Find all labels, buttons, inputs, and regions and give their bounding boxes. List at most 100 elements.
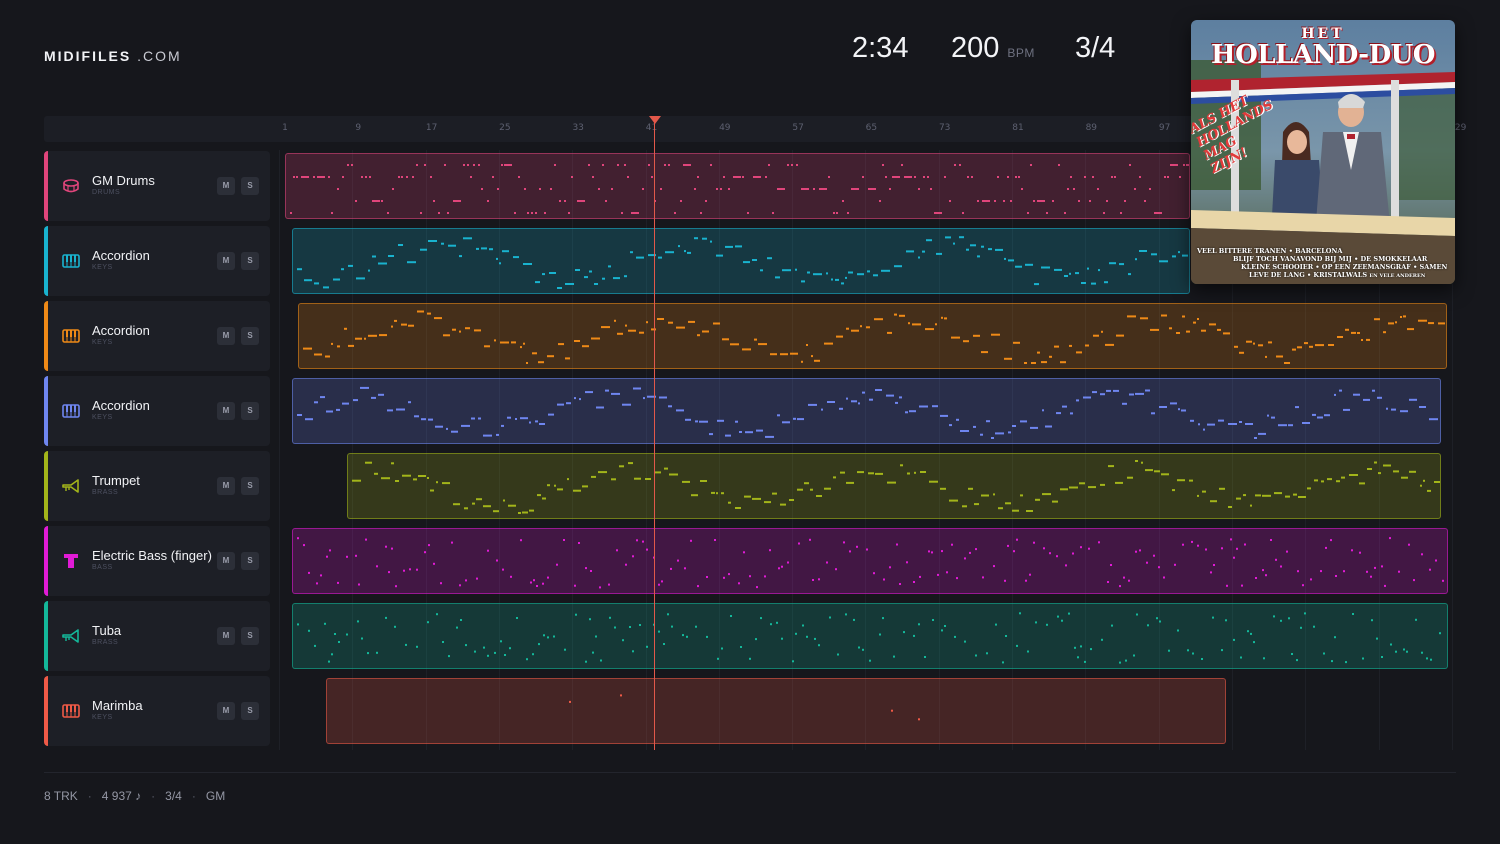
playhead-marker[interactable]: [649, 116, 661, 124]
grid-line: [279, 150, 280, 750]
solo-button[interactable]: S: [241, 477, 259, 495]
note-pattern: [303, 310, 1445, 364]
note-pattern: [297, 537, 1444, 589]
track-clip[interactable]: [292, 228, 1190, 294]
ruler-tick-label: 49: [719, 123, 731, 133]
track-name: Accordion: [92, 398, 150, 413]
note-pattern: [352, 460, 1440, 514]
track-clip[interactable]: [292, 603, 1448, 669]
track-clip[interactable]: [285, 153, 1190, 219]
grid-line: [1378, 150, 1380, 750]
keyboard-icon: [62, 702, 80, 720]
drum-icon: [62, 177, 80, 195]
ruler-tick-label: 89: [1085, 123, 1098, 133]
track-category: KEYS: [92, 714, 113, 721]
solo-button[interactable]: S: [241, 552, 259, 570]
track-header[interactable]: GM Drums DRUMS M S: [44, 151, 270, 221]
mute-button[interactable]: M: [217, 627, 235, 645]
album-cover: HET HOLLAND-DUO ALS HET HOLLANDS MAG ZIJ…: [1191, 20, 1455, 284]
track-header[interactable]: Electric Bass (finger) BASS M S: [44, 526, 270, 596]
track-header[interactable]: Trumpet BRASS M S: [44, 451, 270, 521]
track-color-stripe: [44, 226, 48, 296]
playhead[interactable]: [654, 116, 655, 750]
ruler-tick-label: 97: [1158, 123, 1171, 133]
album-song-list: VEEL BITTERE TRANEN • BARCELONA BLIJF TO…: [1197, 247, 1449, 280]
ruler-tick-label: 129: [1449, 123, 1467, 133]
mute-button[interactable]: M: [217, 327, 235, 345]
footer-track-count: 8 TRK: [44, 789, 78, 803]
solo-button[interactable]: S: [241, 177, 259, 195]
ruler-tick-label: 81: [1012, 123, 1024, 133]
mute-button[interactable]: M: [217, 702, 235, 720]
ruler-tick-label: 25: [499, 123, 511, 133]
track-name: Electric Bass (finger): [92, 548, 212, 563]
track-header[interactable]: Tuba BRASS M S: [44, 601, 270, 671]
album-title-top: HET: [1301, 26, 1345, 42]
mute-button[interactable]: M: [217, 177, 235, 195]
track-clip[interactable]: [326, 678, 1226, 744]
track-color-stripe: [44, 526, 48, 596]
mute-button[interactable]: M: [217, 252, 235, 270]
footer-standard: GM: [205, 789, 226, 803]
footer-time-signature: 3/4: [165, 789, 182, 803]
mute-button[interactable]: M: [217, 477, 235, 495]
note-pattern: [297, 386, 1438, 439]
mute-button[interactable]: M: [217, 402, 235, 420]
solo-button[interactable]: S: [241, 402, 259, 420]
footer-separator: ·: [191, 789, 196, 803]
track-clip[interactable]: [347, 453, 1441, 519]
album-song-line: BLIJF TOCH VANAVOND BIJ MIJ • DE SMOKKEL…: [1233, 255, 1428, 263]
solo-button[interactable]: S: [241, 627, 259, 645]
time-signature-display: 3/4: [1075, 32, 1116, 64]
grid-line: [572, 150, 574, 750]
track-category: BRASS: [92, 489, 119, 496]
album-title: HOLLAND-DUO: [1211, 40, 1435, 70]
footer-separator: ·: [151, 789, 156, 803]
album-song-text: LEVE DE LANG • KRISTALWALS: [1249, 271, 1368, 279]
bass-icon: [62, 552, 80, 570]
bpm-value: 200: [951, 32, 1000, 64]
grid-line: [1231, 150, 1233, 750]
track-name: Trumpet: [92, 473, 140, 488]
track-color-stripe: [44, 451, 48, 521]
track-color-stripe: [44, 301, 48, 371]
track-header[interactable]: Accordion KEYS M S: [44, 226, 270, 296]
track-clip[interactable]: [292, 528, 1448, 594]
track-category: KEYS: [92, 414, 113, 421]
grid-line: [938, 150, 940, 750]
ruler-tick-label: 57: [792, 123, 804, 133]
note-pattern: [297, 236, 1188, 289]
track-clip[interactable]: [298, 303, 1447, 369]
track-name: Tuba: [92, 623, 122, 638]
keyboard-icon: [62, 252, 80, 270]
ruler-tick-label: 65: [865, 123, 878, 133]
track-category: BRASS: [92, 639, 119, 646]
grid-line: [718, 150, 720, 750]
album-song-line: LEVE DE LANG • KRISTALWALS EN VELE ANDER…: [1197, 271, 1449, 280]
track-category: DRUMS: [92, 189, 121, 196]
track-header[interactable]: Marimba KEYS M S: [44, 676, 270, 746]
track-color-stripe: [44, 601, 48, 671]
track-color-stripe: [44, 676, 48, 746]
grid-line: [1305, 150, 1307, 750]
grid-line: [645, 150, 647, 750]
brand-name: MIDIFILES: [44, 48, 132, 64]
horn-icon: [62, 477, 80, 495]
grid-line: [865, 150, 867, 750]
ruler-tick-label: 9: [355, 123, 362, 133]
solo-button[interactable]: S: [241, 252, 259, 270]
solo-button[interactable]: S: [241, 327, 259, 345]
track-name: Accordion: [92, 248, 150, 263]
footer-divider: [44, 772, 1456, 773]
grid-line: [425, 150, 427, 750]
mute-button[interactable]: M: [217, 552, 235, 570]
footer-separator: ·: [87, 789, 92, 803]
track-header[interactable]: Accordion KEYS M S: [44, 301, 270, 371]
solo-button[interactable]: S: [241, 702, 259, 720]
note-pattern: [569, 694, 920, 721]
track-header[interactable]: Accordion KEYS M S: [44, 376, 270, 446]
grid-line: [1158, 150, 1160, 750]
track-clip[interactable]: [292, 378, 1441, 444]
note-pattern: [297, 612, 1441, 664]
ruler-tick-label: 73: [938, 123, 951, 133]
